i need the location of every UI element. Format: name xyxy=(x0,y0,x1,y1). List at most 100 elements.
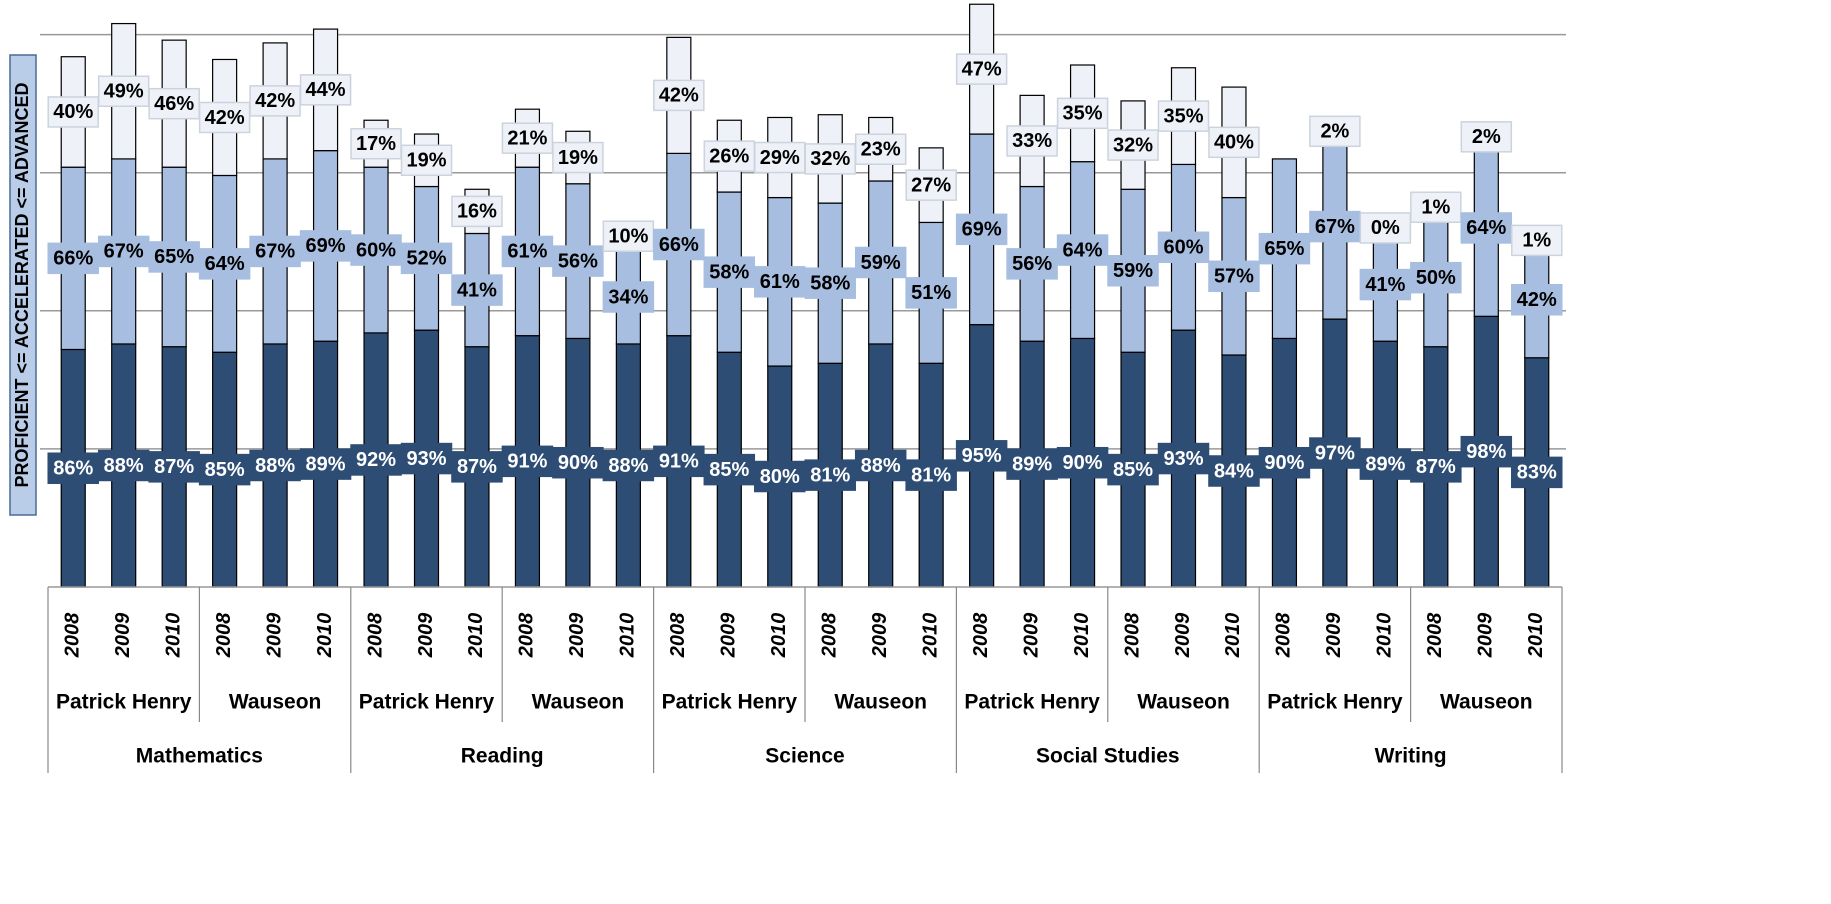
value-label-box xyxy=(451,195,503,228)
value-label-box xyxy=(400,442,453,475)
value-label: 61% xyxy=(507,241,547,263)
school-label: Patrick Henry xyxy=(662,691,798,714)
value-label-box xyxy=(552,141,604,174)
value-label-box xyxy=(602,281,655,313)
value-label: 87% xyxy=(1416,456,1456,478)
school-label: Patrick Henry xyxy=(964,691,1100,714)
subject-label: Writing xyxy=(1375,745,1447,768)
x-tick-label: 2009 xyxy=(112,612,134,658)
value-label-box xyxy=(955,440,1008,472)
value-label-box xyxy=(1006,248,1058,280)
value-label-box xyxy=(1460,435,1513,468)
value-label: 91% xyxy=(659,451,699,473)
value-label: 60% xyxy=(356,239,396,261)
value-label: 83% xyxy=(1517,462,1557,484)
value-label-box xyxy=(1208,126,1260,159)
value-label-box xyxy=(653,79,705,112)
value-label-box xyxy=(602,220,655,252)
x-tick-label: 2009 xyxy=(1020,612,1042,658)
value-label-box xyxy=(905,459,957,491)
value-label: 67% xyxy=(255,241,295,263)
value-label: 95% xyxy=(962,445,1002,467)
value-label: 61% xyxy=(760,271,800,293)
x-tick-label: 2008 xyxy=(213,612,235,658)
value-label: 90% xyxy=(1063,452,1103,474)
x-tick-label: 2008 xyxy=(1121,612,1143,658)
value-label: 51% xyxy=(911,282,951,304)
value-label-box xyxy=(653,445,705,478)
x-tick-label: 2010 xyxy=(162,613,184,659)
value-label-box xyxy=(400,144,453,177)
value-label-box xyxy=(1056,446,1109,479)
value-label-box xyxy=(1511,224,1563,257)
x-tick-label: 2008 xyxy=(1424,612,1446,658)
value-label-box xyxy=(703,256,756,288)
value-label: 42% xyxy=(1517,289,1557,311)
x-tick-label: 2008 xyxy=(516,612,538,658)
value-label: 89% xyxy=(1365,453,1405,475)
value-label: 56% xyxy=(558,250,598,272)
value-label: 87% xyxy=(154,456,194,478)
value-label: 2% xyxy=(1472,126,1501,148)
value-label: 17% xyxy=(356,133,396,155)
value-label: 87% xyxy=(457,456,497,478)
x-tick-label: 2010 xyxy=(1374,613,1396,659)
value-label: 33% xyxy=(1012,130,1052,152)
value-label-box xyxy=(1410,191,1462,223)
value-label: 21% xyxy=(507,127,547,149)
x-tick-label: 2009 xyxy=(718,612,740,658)
value-label-box xyxy=(905,277,957,309)
school-label: Patrick Henry xyxy=(1267,691,1403,714)
x-tick-label: 2008 xyxy=(667,612,689,658)
value-label-box xyxy=(1258,232,1311,265)
school-label: Wauseon xyxy=(1137,691,1230,714)
value-label: 90% xyxy=(1264,452,1304,474)
value-label: 16% xyxy=(457,201,497,223)
value-label: 0% xyxy=(1371,217,1400,239)
x-tick-label: 2008 xyxy=(970,612,992,658)
value-label: 97% xyxy=(1315,442,1355,464)
value-label: 2% xyxy=(1320,121,1349,143)
value-label: 93% xyxy=(1163,448,1203,470)
value-label: 88% xyxy=(861,455,901,477)
value-label-box xyxy=(501,122,554,154)
value-label: 19% xyxy=(558,147,598,169)
x-tick-label: 2010 xyxy=(768,613,790,659)
x-tick-label: 2009 xyxy=(566,612,588,658)
school-label: Wauseon xyxy=(834,691,927,714)
value-label: 40% xyxy=(53,101,93,123)
school-label: Wauseon xyxy=(229,691,322,714)
value-label: 57% xyxy=(1214,266,1254,288)
value-label-box xyxy=(905,169,957,201)
value-label-box xyxy=(47,96,99,128)
value-label-box xyxy=(854,449,907,482)
value-label: 56% xyxy=(1012,253,1052,275)
value-label: 32% xyxy=(1113,134,1153,156)
value-label: 65% xyxy=(154,246,194,268)
school-label: Patrick Henry xyxy=(56,691,192,714)
value-label-box xyxy=(350,234,402,266)
value-label-box xyxy=(804,459,856,491)
x-tick-label: 2009 xyxy=(1172,612,1194,658)
value-label-box xyxy=(97,235,150,268)
x-tick-label: 2008 xyxy=(1273,612,1295,658)
value-label: 42% xyxy=(255,90,295,112)
value-label: 1% xyxy=(1522,230,1551,252)
value-label: 34% xyxy=(608,286,648,308)
value-label-box xyxy=(955,213,1008,246)
school-label: Wauseon xyxy=(1440,691,1533,714)
value-label-box xyxy=(400,242,453,275)
x-tick-label: 2010 xyxy=(617,613,639,659)
value-label: 67% xyxy=(104,241,144,263)
x-tick-label: 2009 xyxy=(869,612,891,658)
value-label: 80% xyxy=(760,466,800,488)
value-label-box xyxy=(1410,451,1462,483)
value-label-box xyxy=(552,245,604,277)
value-label: 40% xyxy=(1214,132,1254,154)
subject-label: Reading xyxy=(461,745,544,768)
value-label: 85% xyxy=(1113,459,1153,481)
value-label-box xyxy=(854,133,907,165)
value-label-box xyxy=(653,228,705,261)
